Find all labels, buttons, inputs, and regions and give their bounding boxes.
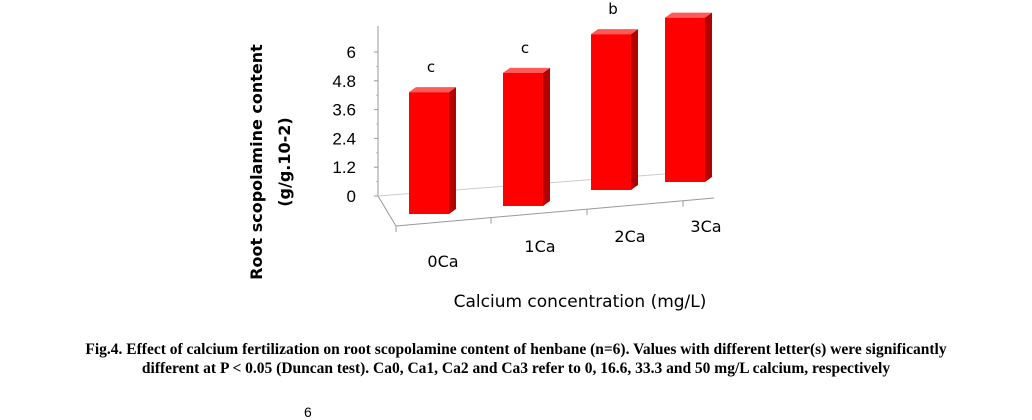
- y-tick-label: 6: [347, 43, 356, 62]
- bar-side: [631, 29, 638, 190]
- bar-front: [665, 17, 705, 182]
- bar-front: [409, 92, 449, 214]
- x-tick-label: 3Ca: [690, 217, 721, 236]
- bar-top: [409, 87, 456, 93]
- y-tick-label: 1.2: [332, 158, 356, 177]
- axis-depth-line: [377, 195, 397, 227]
- bar-front: [591, 34, 631, 190]
- stray-glyph: 6: [304, 404, 312, 420]
- y-tick-label: 4.8: [332, 72, 356, 91]
- caption-line-2: different at P < 0.05 (Duncan test). Ca0…: [141, 360, 891, 377]
- y-tick-label: 0: [347, 187, 356, 206]
- significance-letter: c: [427, 58, 435, 76]
- caption-line-1: Fig.4. Effect of calcium fertilization o…: [85, 341, 947, 358]
- significance-letter: b: [608, 0, 618, 18]
- significance-letter: c: [521, 39, 529, 57]
- bar-side: [449, 87, 456, 214]
- y-axis-label-line2: (g/g.10-2): [275, 117, 294, 207]
- y-tick-label: 2.4: [332, 129, 356, 148]
- x-tick-label: 1Ca: [524, 237, 555, 256]
- chart-bars: [409, 12, 712, 214]
- y-tick-label: 3.6: [332, 101, 356, 120]
- x-axis-line: [395, 197, 715, 227]
- bar-side: [543, 67, 550, 206]
- x-tick-label: 0Ca: [427, 252, 458, 271]
- y-axis-label-line1: Root scopolamine content: [247, 44, 266, 280]
- bar-side: [705, 12, 712, 182]
- bar-chart: 6 4.8 3.6 2.4 1.2 0 c c b a 0Ca 1Ca 2Ca 3Ca Root scop…: [247, 0, 722, 312]
- bar-top: [665, 12, 712, 18]
- chart-labels: 6 4.8 3.6 2.4 1.2 0 c c b a 0Ca 1Ca 2Ca 3Ca: [332, 0, 721, 271]
- x-tick-label: 2Ca: [614, 227, 645, 246]
- figure-caption: Fig.4. Effect of calcium fertilization o…: [0, 340, 1032, 378]
- bar-front: [503, 72, 543, 206]
- bar-top: [591, 29, 638, 35]
- x-axis-label: Calcium concentration (mg/L): [454, 292, 707, 312]
- significance-letter: a: [682, 0, 691, 2]
- bar-top: [503, 67, 550, 73]
